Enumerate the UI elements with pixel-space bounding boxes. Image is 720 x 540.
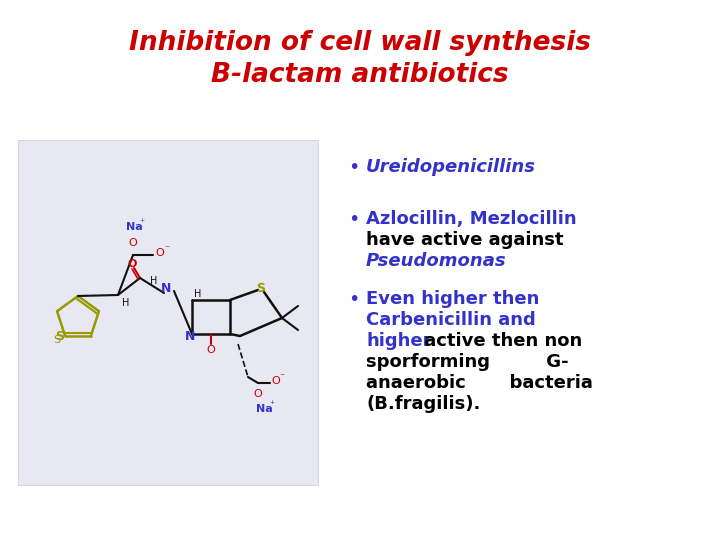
Text: sporforming         G-: sporforming G- xyxy=(366,353,569,371)
Text: (B.fragilis).: (B.fragilis). xyxy=(366,395,480,413)
Text: ⁺: ⁺ xyxy=(269,400,274,410)
Text: O: O xyxy=(127,259,137,269)
Text: have active against: have active against xyxy=(366,231,564,249)
Text: ⁻: ⁻ xyxy=(164,244,170,254)
Text: Na: Na xyxy=(256,404,273,414)
Text: higher: higher xyxy=(366,332,431,350)
Text: ⁻: ⁻ xyxy=(279,372,284,382)
Text: Inhibition of cell wall synthesis
B-lactam antibiotics: Inhibition of cell wall synthesis B-lact… xyxy=(129,30,591,88)
Text: Azlocillin, Mezlocillin: Azlocillin, Mezlocillin xyxy=(366,210,577,228)
Text: S: S xyxy=(55,330,65,343)
Text: H: H xyxy=(150,276,158,286)
Text: Pseudomonas: Pseudomonas xyxy=(366,252,507,270)
Text: •: • xyxy=(348,158,359,177)
Text: S: S xyxy=(53,335,60,345)
Text: H: H xyxy=(122,298,130,308)
Text: H: H xyxy=(194,289,202,299)
Text: ⁺: ⁺ xyxy=(140,218,145,228)
Text: O: O xyxy=(129,238,138,248)
Text: •: • xyxy=(348,210,359,229)
Text: •: • xyxy=(348,290,359,309)
Text: Carbenicillin and: Carbenicillin and xyxy=(366,311,536,329)
FancyBboxPatch shape xyxy=(18,140,318,485)
Text: N: N xyxy=(161,281,171,294)
Text: O: O xyxy=(156,248,164,258)
Text: N: N xyxy=(185,329,195,342)
Text: S: S xyxy=(256,281,266,294)
Text: O: O xyxy=(271,376,280,386)
Text: O: O xyxy=(207,345,215,355)
Text: Ureidopenicillins: Ureidopenicillins xyxy=(366,158,536,176)
Text: Na: Na xyxy=(126,222,143,232)
Text: anaerobic       bacteria: anaerobic bacteria xyxy=(366,374,593,392)
Text: O: O xyxy=(253,389,262,399)
Text: active then non: active then non xyxy=(418,332,582,350)
Text: Even higher then: Even higher then xyxy=(366,290,539,308)
